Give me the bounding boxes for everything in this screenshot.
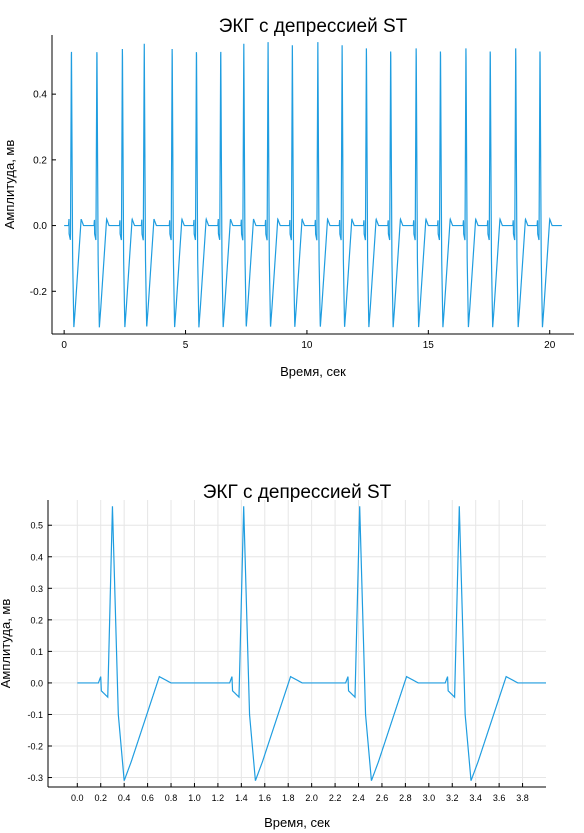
chart-1-y-axis-label: Амплитуда, мв bbox=[2, 140, 17, 230]
chart-2-y-axis-label: Амплитуда, мв bbox=[0, 599, 13, 689]
x-tick-label: 10 bbox=[301, 340, 313, 351]
chart-2-x-ticks: 0.0 0.2 0.4 0.6 0.8 1.0 1.2 1.4 1.6 1.8 2.0 2.2 2.4 2… bbox=[71, 783, 529, 803]
chart-1-y-ticks: -0.2 0.0 0.2 0.4 bbox=[30, 90, 56, 298]
y-tick-label: 0.2 bbox=[33, 155, 47, 166]
x-tick-label: 2.8 bbox=[399, 793, 412, 803]
y-tick-label: 0.5 bbox=[30, 521, 43, 531]
chart-1-x-ticks: 0 5 10 15 20 bbox=[61, 330, 556, 351]
x-tick-label: 2.2 bbox=[329, 793, 342, 803]
chart-2-series-line bbox=[77, 506, 546, 781]
x-tick-label: 20 bbox=[544, 340, 556, 351]
x-tick-label: 0.8 bbox=[165, 793, 178, 803]
y-tick-label: -0.2 bbox=[30, 287, 48, 298]
x-tick-label: 0.4 bbox=[118, 793, 131, 803]
x-tick-label: 0 bbox=[61, 340, 67, 351]
y-tick-label: 0.0 bbox=[33, 221, 47, 232]
x-tick-label: 3.8 bbox=[516, 793, 529, 803]
x-tick-label: 0.0 bbox=[71, 793, 84, 803]
y-tick-label: 0.2 bbox=[30, 615, 43, 625]
y-tick-label: -0.3 bbox=[27, 773, 43, 783]
y-tick-label: 0.1 bbox=[30, 647, 43, 657]
x-tick-label: 1.2 bbox=[212, 793, 225, 803]
y-tick-label: 0.0 bbox=[30, 678, 43, 688]
chart-1: -0.2 0.0 0.2 0.4 0 5 10 15 20 ЭКГ с депрессией … bbox=[2, 16, 574, 379]
x-tick-label: 1.8 bbox=[282, 793, 295, 803]
x-tick-label: 5 bbox=[183, 340, 189, 351]
x-tick-label: 0.6 bbox=[141, 793, 154, 803]
chart-2-title: ЭКГ с депрессией ST bbox=[203, 482, 392, 503]
x-tick-label: 3.0 bbox=[423, 793, 436, 803]
chart-2-y-ticks: -0.3 -0.2 -0.1 0.0 0.1 0.2 0.3 0.4 0.5 bbox=[27, 521, 52, 783]
chart-1-x-axis-label: Время, сек bbox=[280, 364, 346, 379]
chart-2-x-axis-label: Время, сек bbox=[264, 815, 330, 830]
y-tick-label: 0.3 bbox=[30, 584, 43, 594]
x-tick-label: 1.0 bbox=[188, 793, 201, 803]
chart-2-grid bbox=[48, 500, 546, 787]
x-tick-label: 1.4 bbox=[235, 793, 248, 803]
y-tick-label: -0.2 bbox=[27, 742, 43, 752]
x-tick-label: 2.4 bbox=[352, 793, 365, 803]
chart-2: -0.3 -0.2 -0.1 0.0 0.1 0.2 0.3 0.4 0.5 0.0 0.2 0.4… bbox=[0, 482, 546, 830]
y-tick-label: 0.4 bbox=[30, 552, 43, 562]
x-tick-label: 2.6 bbox=[376, 793, 389, 803]
y-tick-label: 0.4 bbox=[33, 90, 47, 101]
x-tick-label: 3.6 bbox=[493, 793, 506, 803]
chart-1-title: ЭКГ с депрессией ST bbox=[219, 16, 408, 37]
y-tick-label: -0.1 bbox=[27, 710, 43, 720]
x-tick-label: 1.6 bbox=[259, 793, 272, 803]
x-tick-label: 3.4 bbox=[469, 793, 482, 803]
x-tick-label: 15 bbox=[423, 340, 435, 351]
x-tick-label: 0.2 bbox=[94, 793, 107, 803]
x-tick-label: 2.0 bbox=[305, 793, 318, 803]
x-tick-label: 3.2 bbox=[446, 793, 459, 803]
chart-1-series-line bbox=[64, 42, 562, 328]
